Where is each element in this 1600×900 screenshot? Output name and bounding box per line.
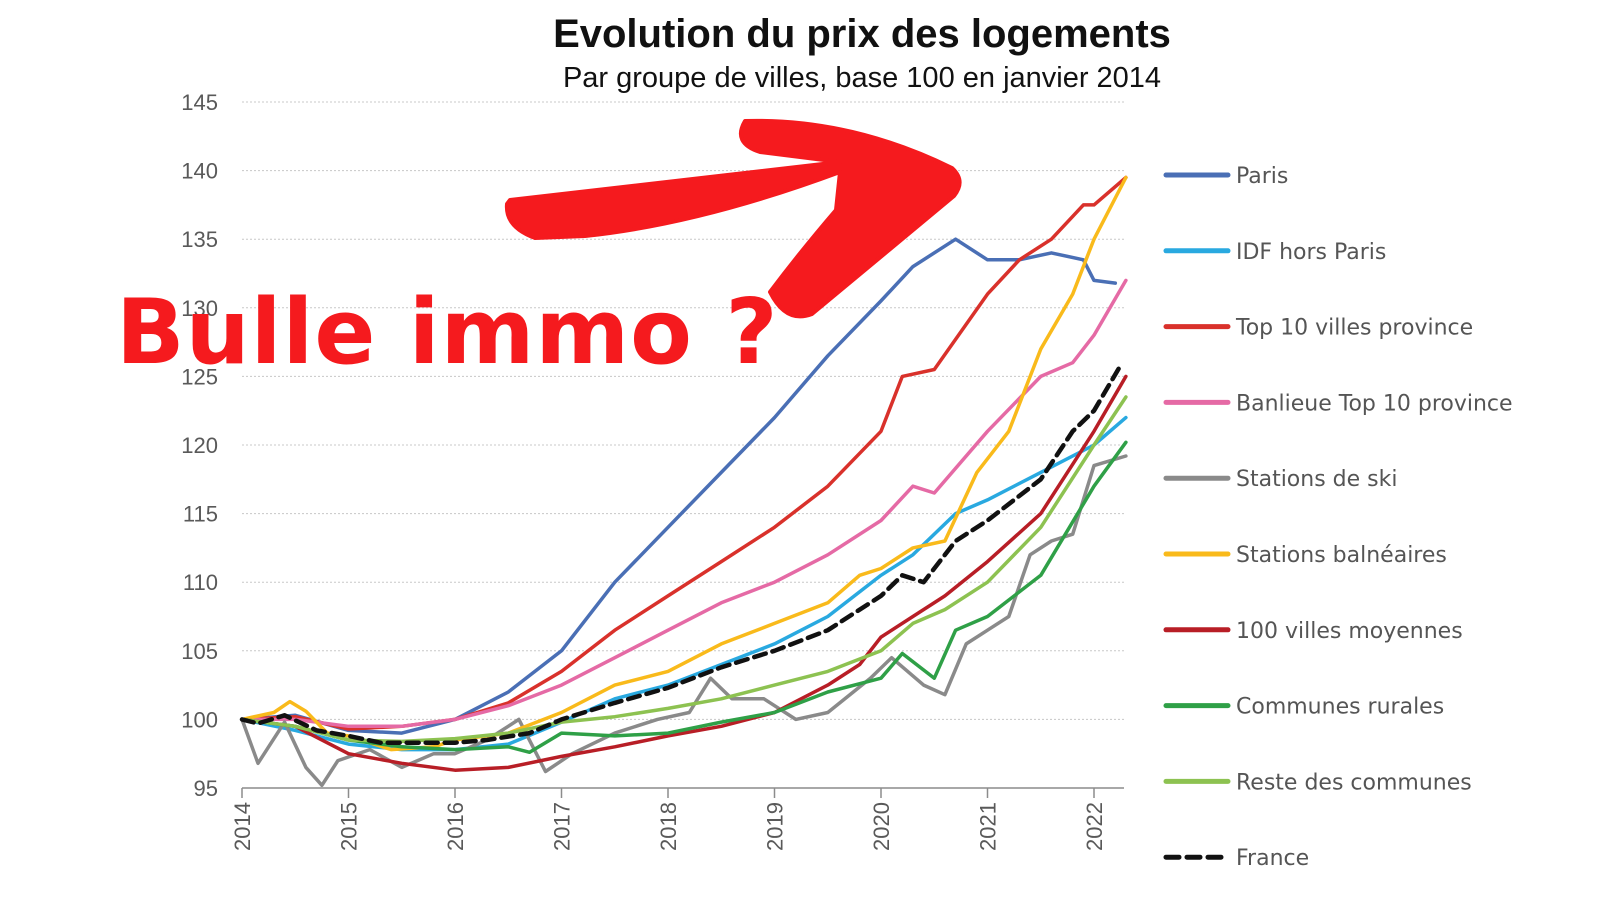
legend: Paris IDF hors Paris Top 10 villes provinc…: [1163, 164, 1513, 871]
x-tick-label: 2020: [869, 802, 894, 851]
y-tick-label: 105: [181, 639, 218, 664]
legend-label: 100 villes moyennes: [1236, 619, 1463, 644]
series-line-0: [240, 237, 1118, 735]
y-tick-label: 125: [181, 364, 218, 389]
y-tick-label: 110: [183, 570, 218, 595]
x-tick-label: 2015: [337, 802, 362, 851]
series-line-3: [240, 278, 1128, 729]
arrow-annotation: [504, 118, 962, 319]
chart-title: Evolution du prix des logements: [553, 12, 1171, 56]
legend-label: Communes rurales: [1236, 695, 1444, 720]
y-tick-label: 115: [183, 502, 218, 527]
x-tick-label: 2017: [550, 802, 575, 851]
legend-label: Stations de ski: [1236, 467, 1397, 492]
series-line-7: [240, 440, 1128, 755]
x-tick-label: 2018: [656, 802, 681, 851]
y-tick-label: 145: [181, 90, 218, 115]
x-tick-label: 2016: [443, 802, 468, 851]
chart-subtitle: Par groupe de villes, base 100 en janvie…: [562, 62, 1162, 94]
y-tick-label: 130: [181, 296, 218, 321]
series-line-9: [239, 363, 1123, 745]
y-tick-label: 135: [181, 227, 218, 252]
legend-label: Reste des communes: [1236, 770, 1472, 795]
legend-label: IDF hors Paris: [1236, 240, 1386, 265]
legend-label: France: [1236, 846, 1309, 871]
legend-label: Top 10 villes province: [1235, 316, 1473, 341]
arrow-icon: [504, 118, 962, 319]
annotation-text: Bulle immo ?: [116, 280, 779, 385]
series-line-6: [240, 374, 1128, 772]
x-tick-label: 2019: [763, 802, 788, 851]
axes: 95 100 105 110 115 120 125 130 135 140 145 2014 2015…: [181, 90, 1124, 851]
y-tick-label: 120: [181, 433, 218, 458]
x-tick-label: 2021: [976, 802, 1001, 851]
x-tick-label: 2014: [230, 802, 255, 851]
y-tick-label: 100: [181, 707, 218, 732]
series-lines: [239, 175, 1128, 788]
y-tick-label: 95: [194, 776, 218, 801]
series-line-5: [240, 175, 1128, 752]
legend-label: Banlieue Top 10 province: [1236, 391, 1513, 416]
legend-label: Paris: [1236, 164, 1288, 189]
legend-label: Stations balnéaires: [1236, 543, 1447, 568]
y-tick-label: 140: [181, 159, 218, 184]
x-tick-label: 2022: [1082, 802, 1107, 851]
series-line-8: [240, 395, 1128, 744]
